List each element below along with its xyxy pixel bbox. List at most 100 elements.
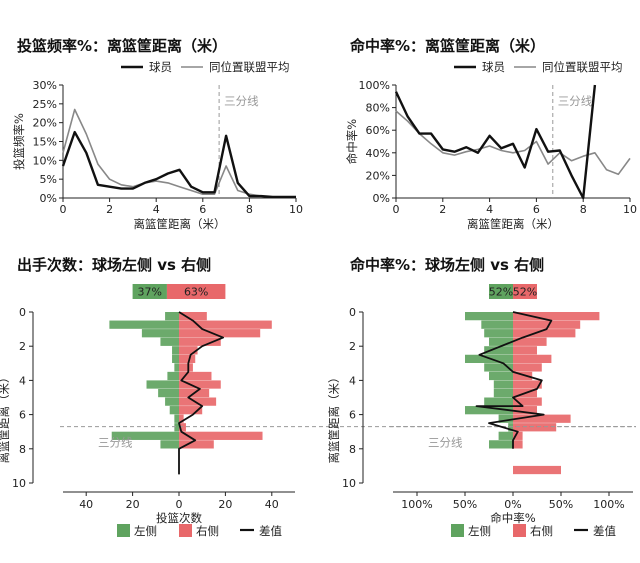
count-right-bar [179, 320, 272, 329]
count-ytick-label: 4 [19, 374, 26, 387]
pct-y-axis-label: 离篮筐距离（米） [327, 372, 341, 464]
count-right-bar [179, 431, 263, 440]
acc-title: 命中率%：离篮筐距离（米） [349, 37, 545, 55]
count-ytick-label: 0 [19, 306, 26, 319]
acc-xtick-label: 0 [393, 203, 400, 216]
pct-legend-left-swatch [451, 524, 464, 537]
pct-summary-left-value: 52% [489, 286, 513, 299]
count-right-bar [179, 354, 196, 363]
pct-left-bar [489, 440, 513, 449]
count-left-bar [172, 354, 179, 363]
freq-ytick-label: 25% [33, 98, 57, 111]
freq-ytick-label: 0% [40, 192, 57, 205]
count-ytick-label: 8 [19, 443, 26, 456]
acc-league-line [395, 110, 631, 176]
pct-right-bar [513, 414, 571, 423]
pct-ytick-label: 4 [349, 374, 356, 387]
freq-legend-league: 同位置联盟平均 [209, 60, 290, 74]
count-title: 出手次数：球场左侧 vs 右侧 [17, 256, 211, 274]
pct-summary-left-bar [489, 284, 513, 299]
freq-legend-player: 球员 [149, 60, 172, 74]
count-ytick-label: 2 [19, 340, 26, 353]
pct-right-bar [513, 465, 561, 475]
count-legend-left-swatch [117, 524, 130, 537]
pct-diff-line [475, 311, 553, 449]
count-left-bar [160, 440, 179, 449]
acc-x-axis-label: 离篮筐距离（米） [467, 217, 559, 231]
pct-left-bar [484, 329, 513, 338]
acc-legend-player: 球员 [482, 60, 505, 74]
count-y-axis-label: 离篮筐距离（米） [0, 372, 11, 464]
count-right-bar [179, 414, 184, 423]
count-summary-left-value: 37% [138, 286, 162, 299]
freq-xtick-label: 2 [106, 203, 113, 216]
acc-ytick-label: 100% [359, 79, 390, 92]
pct-right-bar [513, 423, 557, 432]
count-right-bar [179, 312, 207, 321]
freq-ytick-label: 5% [40, 173, 57, 186]
count-right-bar [179, 337, 221, 346]
pct-left-bar [498, 431, 513, 440]
freq-ytick-label: 20% [33, 117, 57, 130]
pct-summary-right-value: 52% [513, 286, 537, 299]
pct-right-bar [513, 346, 537, 355]
freq-y-axis-label: 投篮频率% [12, 113, 26, 170]
count-right-bar [179, 406, 203, 415]
count-left-bar [174, 363, 179, 372]
pct-ytick-label: 6 [349, 409, 356, 422]
pct-legend-diff: 差值 [593, 524, 616, 538]
acc-xtick-label: 6 [533, 203, 540, 216]
count-left-bar [165, 397, 179, 406]
pct-right-bar [513, 397, 542, 406]
acc-y-axis-label: 命中率% [345, 119, 359, 164]
pct-summary-right-bar [513, 284, 537, 299]
count-left-bar [160, 337, 179, 346]
pct-left-bar [465, 312, 513, 321]
pct-left-bar [489, 337, 513, 346]
pct-legend-right-swatch [513, 524, 526, 537]
count-xtick-label: 0 [176, 498, 183, 511]
freq-xtick-label: 8 [246, 203, 253, 216]
pct-left-bar [465, 406, 513, 415]
count-left-bar [172, 346, 179, 355]
pct-right-bar [513, 406, 537, 415]
count-xtick-label: 20 [126, 498, 140, 511]
freq-ytick-label: 30% [33, 79, 57, 92]
count-xtick-label: 20 [218, 498, 232, 511]
count-left-bar [174, 423, 179, 432]
count-legend-right: 右侧 [196, 524, 219, 538]
count-x-axis-label: 投篮次数 [156, 511, 202, 525]
acc-ytick-label: 20% [366, 169, 390, 182]
pct-left-bar [508, 423, 513, 432]
pct-three-point-label: 三分线 [428, 436, 463, 450]
freq-three-point-label: 三分线 [224, 94, 259, 108]
acc-xtick-label: 8 [580, 203, 587, 216]
freq-title: 投篮频率%：离篮筐距离（米） [17, 37, 227, 55]
count-left-bar [111, 431, 179, 440]
pct-x-axis-label: 命中率% [490, 511, 535, 525]
pct-left-bar [484, 363, 513, 372]
count-right-bar [179, 380, 221, 389]
count-right-bar [179, 363, 193, 372]
pct-right-bar [513, 440, 523, 449]
count-left-bar [174, 414, 179, 423]
count-legend-left: 左侧 [134, 524, 157, 538]
count-ytick-label: 6 [19, 409, 26, 422]
pct-xtick-label: 50% [453, 498, 477, 511]
count-summary-right-value: 63% [184, 286, 208, 299]
pct-legend-right: 右侧 [530, 524, 553, 538]
count-right-bar [179, 397, 217, 406]
pct-legend-left: 左侧 [468, 524, 491, 538]
acc-ytick-label: 0% [373, 192, 390, 205]
freq-ytick-label: 15% [33, 136, 57, 149]
count-xtick-label: 40 [265, 498, 279, 511]
count-right-bar [179, 440, 214, 449]
pct-xtick-label: 0% [504, 498, 521, 511]
freq-xtick-label: 4 [153, 203, 160, 216]
pct-right-bar [513, 371, 533, 381]
count-summary-left-bar [132, 284, 167, 299]
count-left-bar [146, 380, 179, 389]
count-left-bar [109, 320, 179, 329]
